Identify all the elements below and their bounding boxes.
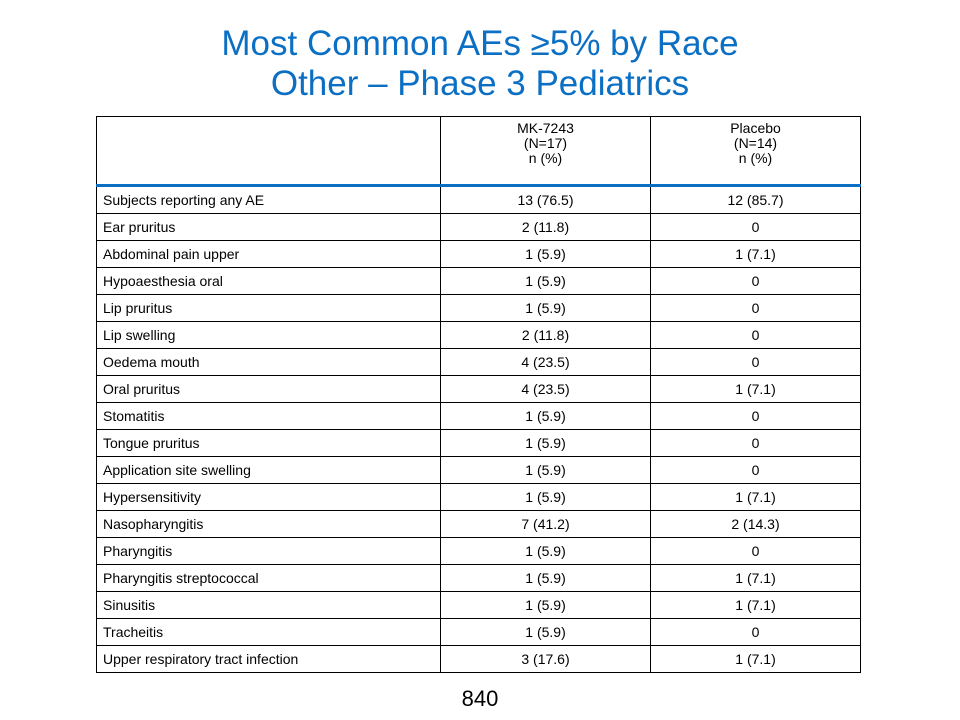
mk7243-value-cell: 1 (5.9) [440,429,651,457]
placebo-value-cell: 1 (7.1) [650,564,861,592]
mk7243-value-cell: 4 (23.5) [440,375,651,403]
mk7243-value-cell: 3 (17.6) [440,645,651,673]
table-header-row: MK-7243 (N=17) n (%) Placebo (N=14) n (%… [96,116,861,187]
mk7243-value-cell: 1 (5.9) [440,294,651,322]
ae-term-cell: Tracheitis [96,618,441,646]
header-placebo: Placebo (N=14) n (%) [650,116,861,187]
placebo-value-cell: 0 [650,348,861,376]
mk7243-value-cell: 1 (5.9) [440,483,651,511]
ae-term-cell: Oral pruritus [96,375,441,403]
mk7243-value-cell: 1 (5.9) [440,537,651,565]
mk7243-value-cell: 1 (5.9) [440,456,651,484]
ae-term-cell: Tongue pruritus [96,429,441,457]
mk7243-value-cell: 1 (5.9) [440,267,651,295]
mk7243-value-cell: 4 (23.5) [440,348,651,376]
table-row: Lip pruritus 1 (5.9) 0 [96,294,861,322]
table-row: Upper respiratory tract infection 3 (17.6… [96,645,861,673]
placebo-value-cell: 0 [650,321,861,349]
table-row: Pharyngitis streptococcal 1 (5.9) 1 (7.1) [96,564,861,592]
header-mk7243-n: (N=17) [523,135,568,151]
table-row: Oral pruritus 4 (23.5) 1 (7.1) [96,375,861,403]
table-row: Subjects reporting any AE 13 (76.5) 12 (85… [96,185,861,214]
header-placebo-n: (N=14) [733,135,778,151]
slide-title-line-1: Most Common AEs ≥5% by Race [221,24,739,63]
ae-term-cell: Hypoaesthesia oral [96,267,441,295]
ae-term-cell: Sinusitis [96,591,441,619]
table-body: Subjects reporting any AE 13 (76.5) 12 (85… [96,185,861,673]
ae-term-cell: Abdominal pain upper [96,240,441,268]
table-row: Nasopharyngitis 7 (41.2) 2 (14.3) [96,510,861,538]
mk7243-value-cell: 1 (5.9) [440,564,651,592]
placebo-value-cell: 1 (7.1) [650,591,861,619]
ae-term-cell: Upper respiratory tract infection [96,645,441,673]
ae-term-cell: Oedema mouth [96,348,441,376]
slide-title: Most Common AEs ≥5% by Race Other – Phas… [0,24,960,104]
mk7243-value-cell: 7 (41.2) [440,510,651,538]
mk7243-value-cell: 2 (11.8) [440,321,651,349]
table-row: Oedema mouth 4 (23.5) 0 [96,348,861,376]
placebo-value-cell: 0 [650,294,861,322]
table-row: Ear pruritus 2 (11.8) 0 [96,213,861,241]
adverse-events-table: MK-7243 (N=17) n (%) Placebo (N=14) n (%… [96,116,861,673]
ae-term-cell: Ear pruritus [96,213,441,241]
placebo-value-cell: 0 [650,537,861,565]
table-row: Stomatitis 1 (5.9) 0 [96,402,861,430]
ae-term-cell: Application site swelling [96,456,441,484]
header-placebo-unit: n (%) [738,150,773,166]
header-placebo-name: Placebo [730,120,781,136]
placebo-value-cell: 0 [650,456,861,484]
table-row: Hypersensitivity 1 (5.9) 1 (7.1) [96,483,861,511]
mk7243-value-cell: 1 (5.9) [440,591,651,619]
ae-term-cell: Lip pruritus [96,294,441,322]
table-row: Pharyngitis 1 (5.9) 0 [96,537,861,565]
mk7243-value-cell: 13 (76.5) [440,185,651,214]
placebo-value-cell: 1 (7.1) [650,645,861,673]
slide-title-line-2: Other – Phase 3 Pediatrics [270,64,690,103]
header-mk7243-unit: n (%) [528,150,563,166]
table-row: Abdominal pain upper 1 (5.9) 1 (7.1) [96,240,861,268]
table-row: Tracheitis 1 (5.9) 0 [96,618,861,646]
placebo-value-cell: 12 (85.7) [650,185,861,214]
table-row: Hypoaesthesia oral 1 (5.9) 0 [96,267,861,295]
placebo-value-cell: 2 (14.3) [650,510,861,538]
ae-term-cell: Pharyngitis [96,537,441,565]
ae-term-cell: Lip swelling [96,321,441,349]
placebo-value-cell: 0 [650,213,861,241]
header-mk7243-name: MK-7243 [517,120,574,136]
placebo-value-cell: 0 [650,402,861,430]
table-row: Application site swelling 1 (5.9) 0 [96,456,861,484]
placebo-value-cell: 1 (7.1) [650,375,861,403]
mk7243-value-cell: 1 (5.9) [440,402,651,430]
table-row: Lip swelling 2 (11.8) 0 [96,321,861,349]
placebo-value-cell: 0 [650,618,861,646]
ae-term-cell: Stomatitis [96,402,441,430]
mk7243-value-cell: 1 (5.9) [440,240,651,268]
placebo-value-cell: 0 [650,267,861,295]
table-row: Tongue pruritus 1 (5.9) 0 [96,429,861,457]
ae-term-cell: Hypersensitivity [96,483,441,511]
ae-term-cell: Pharyngitis streptococcal [96,564,441,592]
placebo-value-cell: 0 [650,429,861,457]
page-number: 840 [461,686,499,711]
ae-term-cell: Subjects reporting any AE [96,185,441,214]
placebo-value-cell: 1 (7.1) [650,240,861,268]
header-mk7243: MK-7243 (N=17) n (%) [440,116,651,187]
mk7243-value-cell: 1 (5.9) [440,618,651,646]
table-row: Sinusitis 1 (5.9) 1 (7.1) [96,591,861,619]
placebo-value-cell: 1 (7.1) [650,483,861,511]
mk7243-value-cell: 2 (11.8) [440,213,651,241]
header-empty-cell [96,116,441,187]
ae-term-cell: Nasopharyngitis [96,510,441,538]
